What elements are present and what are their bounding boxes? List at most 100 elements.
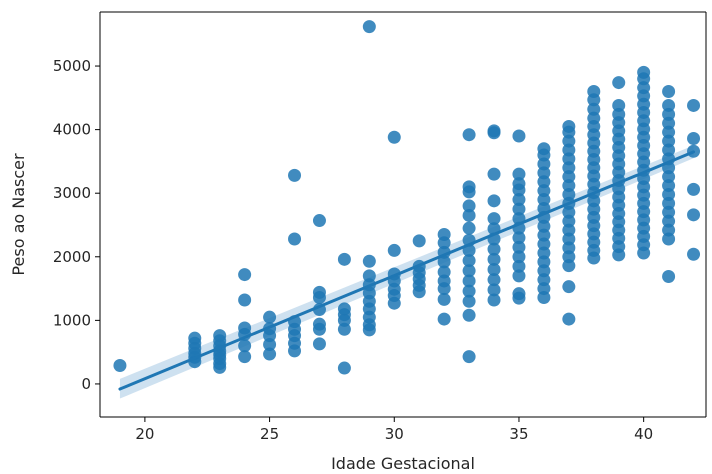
data-point [662, 179, 676, 193]
data-point [437, 255, 451, 269]
regression-line [118, 150, 696, 391]
data-point [312, 337, 326, 351]
data-point [537, 166, 551, 180]
data-point [662, 116, 676, 130]
y-tick-label: 2000 [53, 248, 91, 266]
y-axis-label: Peso ao Nascer [9, 153, 28, 276]
data-point [537, 193, 551, 207]
data-point [662, 232, 676, 246]
data-point [487, 293, 501, 307]
data-point [612, 76, 626, 90]
data-point [312, 285, 326, 299]
axis-frame [99, 11, 707, 418]
data-point [512, 287, 526, 301]
data-point [562, 179, 576, 193]
data-point [437, 228, 451, 242]
data-point [662, 196, 676, 210]
data-point [462, 284, 476, 298]
data-point [562, 223, 576, 237]
x-tick-label: 35 [509, 425, 528, 443]
data-point [462, 294, 476, 308]
data-point [587, 111, 601, 125]
data-point [612, 107, 626, 121]
data-point [462, 180, 476, 194]
data-point [612, 98, 626, 112]
data-point [312, 317, 326, 331]
data-point [487, 242, 501, 256]
data-point [238, 339, 252, 353]
data-point [362, 20, 376, 34]
data-point [462, 350, 476, 364]
data-point [487, 263, 501, 276]
data-point [462, 274, 476, 288]
data-point [662, 98, 676, 112]
data-point [238, 293, 252, 307]
data-point [113, 359, 127, 372]
data-point [562, 187, 576, 201]
y-tick-label: 5000 [53, 57, 91, 75]
data-point [537, 157, 551, 171]
data-point [238, 321, 252, 335]
data-point [337, 252, 351, 266]
data-point [662, 170, 676, 184]
data-point [462, 308, 476, 322]
data-point [213, 329, 227, 343]
data-point [487, 252, 501, 266]
data-point [562, 214, 576, 228]
x-tick-label: 40 [634, 425, 653, 443]
axes: 20 25 30 35 40 0 1000 2000 3000 4000 5000 [53, 11, 707, 443]
data-point [263, 338, 277, 352]
data-point [537, 290, 551, 304]
data-point [662, 223, 676, 237]
data-point [537, 282, 551, 296]
data-point [512, 250, 526, 264]
data-point [662, 205, 676, 219]
data-point [462, 264, 476, 278]
data-point [537, 237, 551, 251]
y-tick-label: 1000 [53, 311, 91, 329]
data-point [562, 119, 576, 133]
data-point [238, 350, 252, 364]
data-point [512, 259, 526, 273]
data-point [662, 143, 676, 157]
data-point [687, 182, 701, 196]
y-tick-label: 3000 [53, 184, 91, 202]
data-point [512, 193, 526, 207]
data-point [462, 221, 476, 235]
data-point [437, 312, 451, 326]
data-point [562, 241, 576, 255]
data-point [587, 84, 601, 98]
data-point [562, 250, 576, 264]
data-point [662, 107, 676, 121]
data-point [687, 208, 701, 222]
x-tick-label: 30 [385, 425, 404, 443]
data-point [362, 269, 376, 283]
data-point [537, 142, 551, 156]
data-point [487, 124, 501, 138]
data-point [537, 255, 551, 269]
data-point [537, 175, 551, 189]
data-point [562, 312, 576, 326]
data-point [662, 214, 676, 228]
data-point [238, 268, 252, 282]
x-tick-label: 20 [135, 425, 154, 443]
data-point [337, 322, 351, 336]
data-point [462, 199, 476, 213]
data-point [687, 98, 701, 112]
data-point [537, 273, 551, 287]
data-point [562, 170, 576, 184]
data-point [637, 81, 651, 95]
data-point [512, 202, 526, 216]
data-point [587, 102, 601, 116]
data-point [437, 274, 451, 288]
data-point [462, 254, 476, 268]
x-tick-label: 25 [260, 425, 279, 443]
plot-area [113, 20, 701, 399]
data-point [412, 234, 426, 248]
data-point [437, 292, 451, 306]
data-point [487, 273, 501, 287]
data-point [288, 232, 302, 246]
data-point [462, 128, 476, 142]
data-point [337, 361, 351, 375]
